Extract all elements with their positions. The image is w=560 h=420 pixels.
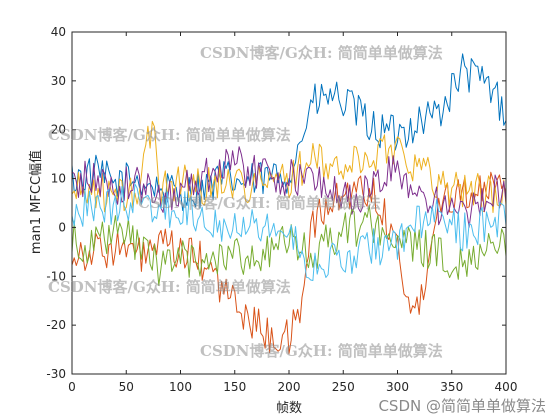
watermark-5: CSDN博客/G众H: 简简单单做算法 [200,342,443,360]
y-tick-label: 0 [58,220,66,234]
x-tick-label: 100 [169,380,192,394]
footer-watermark: CSDN @简简单单做算法 [378,397,546,415]
watermark-4: CSDN博客/G众H: 简简单单做算法 [48,278,291,296]
x-tick-label: 300 [386,380,409,394]
series-line-2 [71,171,507,355]
x-tick-label: 350 [440,380,463,394]
x-tick-label: 50 [119,380,134,394]
y-axis-label: man1 MFCC幅值 [28,150,44,254]
series-line-4 [71,146,507,228]
x-tick-label: 250 [332,380,355,394]
series-line-3 [71,120,507,213]
x-tick-label: 400 [495,380,518,394]
y-tick-label: 10 [51,172,66,186]
series-layer [71,53,507,355]
y-tick-label: -20 [46,318,66,332]
x-tick-label: 150 [223,380,246,394]
y-tick-label: 30 [51,74,66,88]
watermark-3: CSDN博客/G众H: 简简单单做算法 [138,194,381,212]
tick-layer: 0 50 100 150 200 250 300 350 400 -30 -20 -10 0 10 20 30… [46,25,517,394]
series-line-5 [71,204,507,286]
y-tick-label: -30 [46,367,66,381]
x-axis-label: 帧数 [276,401,302,416]
y-tick-label: 40 [51,25,66,39]
x-tick-label: 200 [278,380,301,394]
series-line-6 [71,183,507,281]
y-tick-label: 20 [51,123,66,137]
x-tick-label: 0 [68,380,76,394]
watermark-2: CSDN博客/G众H: 简简单单做算法 [48,126,291,144]
y-tick-label: -10 [46,269,66,283]
watermark-1: CSDN博客/G众H: 简简单单做算法 [200,44,443,62]
